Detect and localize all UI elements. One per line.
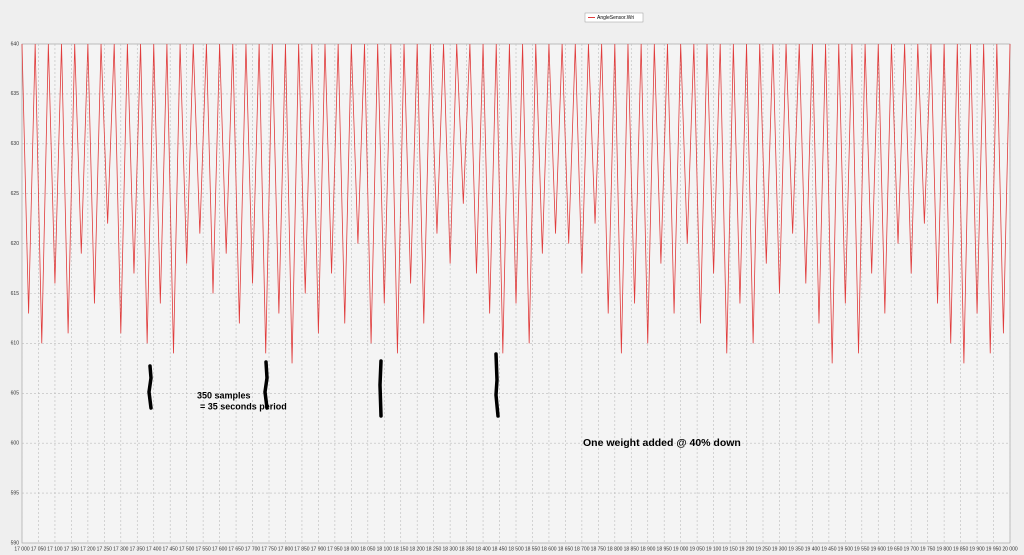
hand-mark bbox=[378, 359, 383, 418]
x-tick-label: 18 000 bbox=[344, 546, 360, 552]
legend bbox=[584, 12, 644, 23]
legend-label: AngleSensor.Wri bbox=[597, 15, 634, 21]
x-tick-label: 18 250 bbox=[426, 546, 442, 552]
data-line bbox=[21, 43, 1011, 364]
x-tick-label: 18 750 bbox=[591, 546, 607, 552]
x-tick-label: 18 300 bbox=[442, 546, 458, 552]
x-tick-label: 17 350 bbox=[130, 546, 146, 552]
x-tick-label: 17 400 bbox=[146, 546, 162, 552]
x-tick-label: 17 650 bbox=[228, 546, 244, 552]
x-tick-label: 18 700 bbox=[574, 546, 590, 552]
x-tick-label: 17 100 bbox=[47, 546, 63, 552]
y-tick-label: 610 bbox=[11, 341, 20, 347]
x-tick-label: 19 950 bbox=[986, 546, 1002, 552]
y-tick-label: 630 bbox=[11, 141, 20, 147]
x-tick-label: 18 200 bbox=[410, 546, 426, 552]
x-tick-label: 18 650 bbox=[558, 546, 574, 552]
hand-mark bbox=[147, 364, 153, 410]
x-tick-label: 19 350 bbox=[788, 546, 804, 552]
y-tick-label: 635 bbox=[11, 91, 20, 97]
x-tick-label: 17 950 bbox=[327, 546, 343, 552]
x-tick-label: 19 500 bbox=[838, 546, 854, 552]
x-tick-label: 19 300 bbox=[772, 546, 788, 552]
x-tick-label: 18 450 bbox=[492, 546, 508, 552]
x-tick-label: 17 500 bbox=[179, 546, 195, 552]
x-tick-label: 17 050 bbox=[31, 546, 47, 552]
y-tick-label: 605 bbox=[11, 391, 20, 397]
x-tick-label: 17 200 bbox=[80, 546, 96, 552]
y-tick-label: 600 bbox=[11, 441, 20, 447]
x-tick-label: 19 750 bbox=[920, 546, 936, 552]
x-tick-label: 19 050 bbox=[689, 546, 705, 552]
x-tick-label: 18 850 bbox=[624, 546, 640, 552]
x-tick-label: 19 600 bbox=[871, 546, 887, 552]
x-tick-label: 19 900 bbox=[969, 546, 985, 552]
x-tick-label: 17 550 bbox=[195, 546, 211, 552]
x-tick-label: 18 350 bbox=[459, 546, 475, 552]
x-tick-label: 19 850 bbox=[953, 546, 969, 552]
x-tick-label: 17 000 bbox=[14, 546, 30, 552]
x-tick-label: 18 500 bbox=[508, 546, 524, 552]
x-tick-label: 17 700 bbox=[245, 546, 261, 552]
x-tick-label: 19 150 bbox=[722, 546, 738, 552]
y-tick-label: 625 bbox=[11, 191, 20, 197]
y-tick-label: 620 bbox=[11, 241, 20, 247]
x-tick-label: 19 700 bbox=[904, 546, 920, 552]
x-tick-label: 17 450 bbox=[163, 546, 179, 552]
x-tick-label: 19 450 bbox=[821, 546, 837, 552]
x-tick-label: 17 300 bbox=[113, 546, 129, 552]
hand-mark bbox=[494, 352, 500, 418]
x-tick-label: 19 000 bbox=[673, 546, 689, 552]
x-tick-label: 18 400 bbox=[475, 546, 491, 552]
x-tick-label: 17 850 bbox=[294, 546, 310, 552]
y-tick-label: 640 bbox=[11, 41, 20, 47]
annotation: 350 samples bbox=[197, 390, 251, 400]
x-tick-label: 19 200 bbox=[739, 546, 755, 552]
annotation: = 35 seconds period bbox=[200, 401, 287, 411]
x-tick-label: 19 250 bbox=[755, 546, 771, 552]
y-tick-label: 590 bbox=[11, 540, 20, 546]
annotation: One weight added @ 40% down bbox=[583, 437, 741, 449]
x-tick-label: 17 250 bbox=[97, 546, 113, 552]
x-tick-label: 18 100 bbox=[377, 546, 393, 552]
x-tick-label: 17 900 bbox=[311, 546, 327, 552]
x-tick-label: 19 550 bbox=[854, 546, 870, 552]
x-tick-label: 17 600 bbox=[212, 546, 228, 552]
hand-mark bbox=[263, 360, 269, 410]
x-tick-label: 17 150 bbox=[64, 546, 80, 552]
x-tick-label: 19 100 bbox=[706, 546, 722, 552]
x-tick-label: 18 800 bbox=[607, 546, 623, 552]
x-tick-label: 18 900 bbox=[640, 546, 656, 552]
x-tick-label: 18 950 bbox=[657, 546, 673, 552]
y-tick-label: 595 bbox=[11, 490, 20, 496]
x-tick-label: 20 000 bbox=[1002, 546, 1018, 552]
y-tick-label: 615 bbox=[11, 291, 20, 297]
x-tick-label: 18 600 bbox=[541, 546, 557, 552]
x-tick-label: 18 050 bbox=[360, 546, 376, 552]
x-tick-label: 18 550 bbox=[525, 546, 541, 552]
x-tick-label: 17 750 bbox=[261, 546, 277, 552]
x-tick-label: 18 150 bbox=[393, 546, 409, 552]
x-tick-label: 19 650 bbox=[887, 546, 903, 552]
x-tick-label: 19 400 bbox=[805, 546, 821, 552]
x-tick-label: 17 800 bbox=[278, 546, 294, 552]
x-tick-label: 19 800 bbox=[936, 546, 952, 552]
